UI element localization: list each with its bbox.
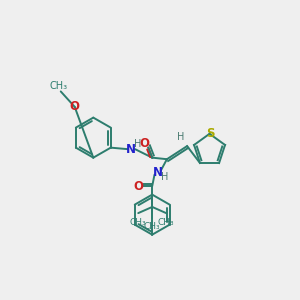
Text: O: O <box>70 100 80 113</box>
Text: CH₃: CH₃ <box>158 218 175 227</box>
Text: N: N <box>153 166 163 179</box>
Text: CH₃: CH₃ <box>144 222 160 231</box>
Text: H: H <box>177 132 184 142</box>
Text: CH₃: CH₃ <box>130 218 147 227</box>
Text: S: S <box>206 127 214 140</box>
Text: N: N <box>126 143 136 156</box>
Text: O: O <box>140 137 149 150</box>
Text: CH₃: CH₃ <box>50 81 68 91</box>
Text: H: H <box>161 172 168 182</box>
Text: O: O <box>133 180 143 193</box>
Text: H: H <box>134 139 141 149</box>
